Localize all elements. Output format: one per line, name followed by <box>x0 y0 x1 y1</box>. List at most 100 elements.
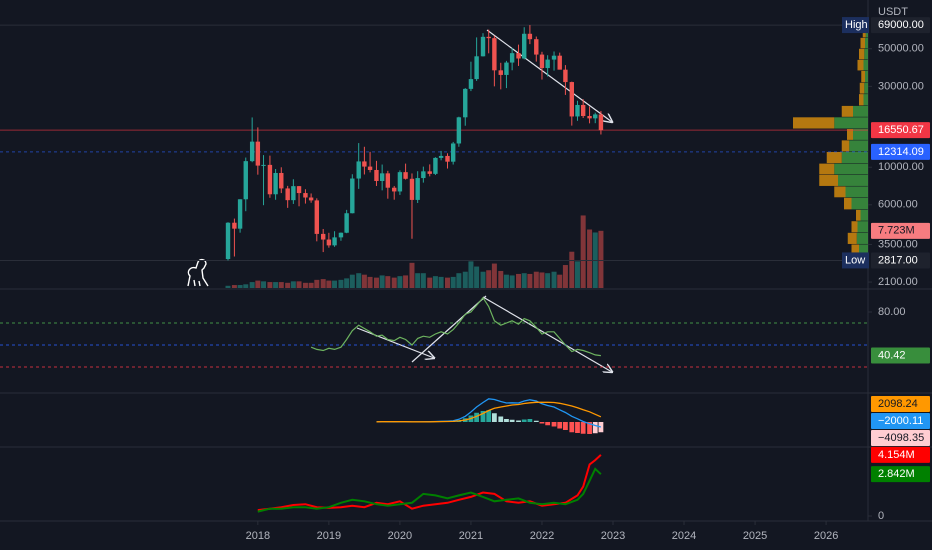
histogram-bar <box>498 416 504 422</box>
axis-label-box <box>871 17 930 34</box>
candle-body <box>587 116 592 119</box>
candle-body <box>237 199 243 229</box>
candle-body <box>504 62 509 75</box>
trend-line <box>356 327 434 358</box>
histogram-bar <box>539 422 545 424</box>
volume-bar <box>290 281 296 288</box>
histogram-bar <box>569 422 575 433</box>
candle-body <box>421 171 426 179</box>
axis-label: 2817.00 <box>878 254 918 266</box>
histogram-bar <box>509 419 515 422</box>
profile-up <box>834 117 868 129</box>
candle-body <box>433 157 438 174</box>
x-tick-label: 2020 <box>388 530 412 542</box>
histogram-bar <box>557 422 563 429</box>
volume-bar <box>444 277 450 288</box>
y-tick-label: 50000.00 <box>878 43 924 55</box>
candle-body <box>516 53 521 59</box>
profile-up <box>845 186 868 198</box>
profile-down <box>859 48 865 60</box>
volume-bar <box>562 265 568 288</box>
histogram-bar <box>474 412 480 422</box>
candle-body <box>486 36 491 39</box>
candle-body <box>362 161 367 167</box>
volume-bar <box>320 279 326 288</box>
profile-down <box>826 151 842 164</box>
axis-label: 16550.67 <box>878 124 924 136</box>
candle-body <box>350 178 355 214</box>
profile-up <box>853 129 868 140</box>
x-tick-label: 2018 <box>246 530 270 542</box>
volume-bar <box>361 274 367 288</box>
candle-body <box>463 88 468 118</box>
volume-bar <box>569 251 575 288</box>
candle-body <box>575 104 580 117</box>
x-tick-label: 2025 <box>743 530 767 542</box>
profile-up <box>865 37 868 49</box>
volume-bar <box>231 285 237 288</box>
volume-bar <box>249 282 255 288</box>
volume-bar <box>385 276 391 288</box>
volume-bar <box>509 275 515 288</box>
profile-up <box>857 221 868 233</box>
axis-label-box <box>871 347 930 364</box>
candle-body <box>392 187 397 192</box>
trend-line <box>482 296 612 372</box>
candle-body <box>415 178 420 200</box>
extreme-name-box <box>842 17 869 34</box>
profile-up <box>853 105 868 117</box>
candle-body <box>450 143 456 162</box>
histogram-bar <box>527 419 533 422</box>
volume-bar <box>574 261 580 288</box>
candle-body <box>249 141 255 162</box>
x-tick-label: 2019 <box>317 530 341 542</box>
candle-body <box>261 164 266 166</box>
candle-body <box>273 172 278 195</box>
volume-bar <box>326 280 332 288</box>
candle-body <box>367 166 373 170</box>
currency-label: USDT <box>878 6 908 18</box>
volume-bar <box>474 266 480 288</box>
volume-bar <box>486 270 492 288</box>
volume-bar <box>498 270 504 288</box>
histogram-bar <box>545 422 551 426</box>
candle-body <box>326 239 332 246</box>
series-line <box>257 454 602 512</box>
volume-bar <box>427 277 433 288</box>
axis-label-box <box>871 430 930 446</box>
candle-body <box>456 117 462 144</box>
volume-bar <box>225 285 231 288</box>
profile-up <box>849 140 868 152</box>
candle-body <box>557 55 562 70</box>
candle-body <box>569 82 575 117</box>
axis-label: −4098.35 <box>878 432 924 444</box>
volume-bar <box>338 279 344 288</box>
profile-down <box>819 163 835 175</box>
candle-body <box>492 38 497 71</box>
candle-body <box>580 104 586 117</box>
volume-bar <box>261 281 267 288</box>
volume-bar <box>308 282 314 288</box>
extreme-name: High <box>845 19 868 31</box>
axis-label: 4.154M <box>878 449 915 461</box>
volume-bar <box>587 229 593 288</box>
candle-body <box>474 56 479 80</box>
profile-down <box>841 140 850 152</box>
volume-bar <box>379 275 385 288</box>
profile-down <box>834 186 846 198</box>
volume-bar <box>557 274 563 288</box>
axis-label-box <box>871 143 930 160</box>
candle-body <box>255 141 261 166</box>
histogram-bar <box>521 419 527 422</box>
histogram-bar <box>551 422 557 427</box>
profile-down <box>859 82 865 94</box>
series-line <box>310 296 601 357</box>
candle-body <box>320 233 326 240</box>
volume-bar <box>397 276 403 288</box>
volume-bar <box>545 273 551 288</box>
histogram-bar <box>592 422 598 434</box>
volume-bar <box>296 281 302 288</box>
candle-body <box>385 173 391 188</box>
x-tick-label: 2023 <box>601 530 625 542</box>
candle-body <box>397 172 403 192</box>
